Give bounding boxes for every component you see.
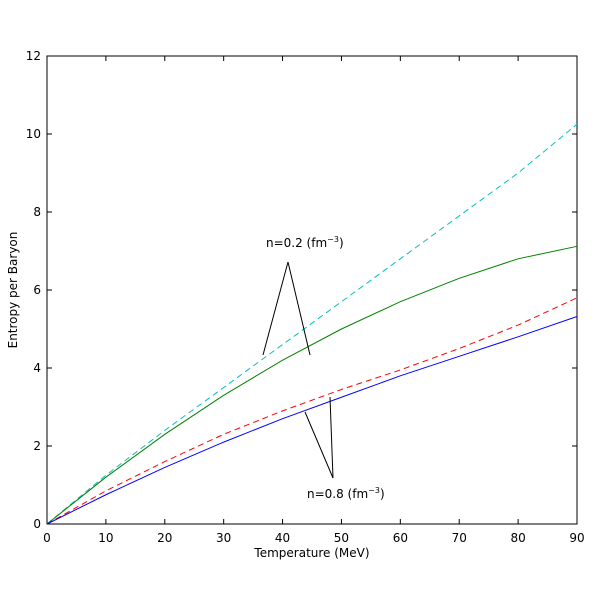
annotation: n=0.8 (fm−3) [307, 486, 385, 501]
y-tick-label: 10 [26, 127, 41, 141]
y-tick-label: 12 [26, 49, 41, 63]
plot-frame [46, 55, 578, 525]
y-tick-label: 0 [33, 517, 41, 531]
annotation-text: n=0.2 (fm [266, 236, 327, 250]
x-tick-label: 0 [43, 531, 51, 545]
y-tick-label: 6 [33, 283, 41, 297]
series-line [46, 245, 578, 525]
x-tick-label: 80 [510, 531, 525, 545]
annotation-text: n=0.8 (fm [307, 487, 368, 501]
y-tick-label: 2 [33, 439, 41, 453]
y-tick-label: 4 [33, 361, 41, 375]
annotation-tail: ) [380, 487, 385, 501]
series-line [46, 297, 578, 525]
x-axis-label: Temperature (MeV) [253, 546, 369, 560]
x-tick-label: 90 [569, 531, 584, 545]
annotation-pointer [304, 411, 334, 479]
annotation-pointer [287, 261, 311, 356]
x-tick-label: 60 [393, 531, 408, 545]
annotation-pointer [262, 261, 289, 356]
annotation-pointer [329, 396, 334, 479]
x-tick-label: 70 [452, 531, 467, 545]
x-tick-label: 30 [216, 531, 231, 545]
x-tick-label: 50 [334, 531, 349, 545]
annotation-sup: −3 [327, 235, 339, 244]
x-tick-label: 20 [157, 531, 172, 545]
annotation: n=0.2 (fm−3) [266, 235, 344, 250]
series-line [46, 123, 578, 525]
series-line [46, 316, 578, 525]
y-tick-label: 8 [33, 205, 41, 219]
x-tick-label: 40 [275, 531, 290, 545]
x-tick-label: 10 [98, 531, 113, 545]
y-axis-label: Entropy per Baryon [6, 232, 20, 349]
annotation-tail: ) [339, 236, 344, 250]
annotation-sup: −3 [368, 486, 380, 495]
